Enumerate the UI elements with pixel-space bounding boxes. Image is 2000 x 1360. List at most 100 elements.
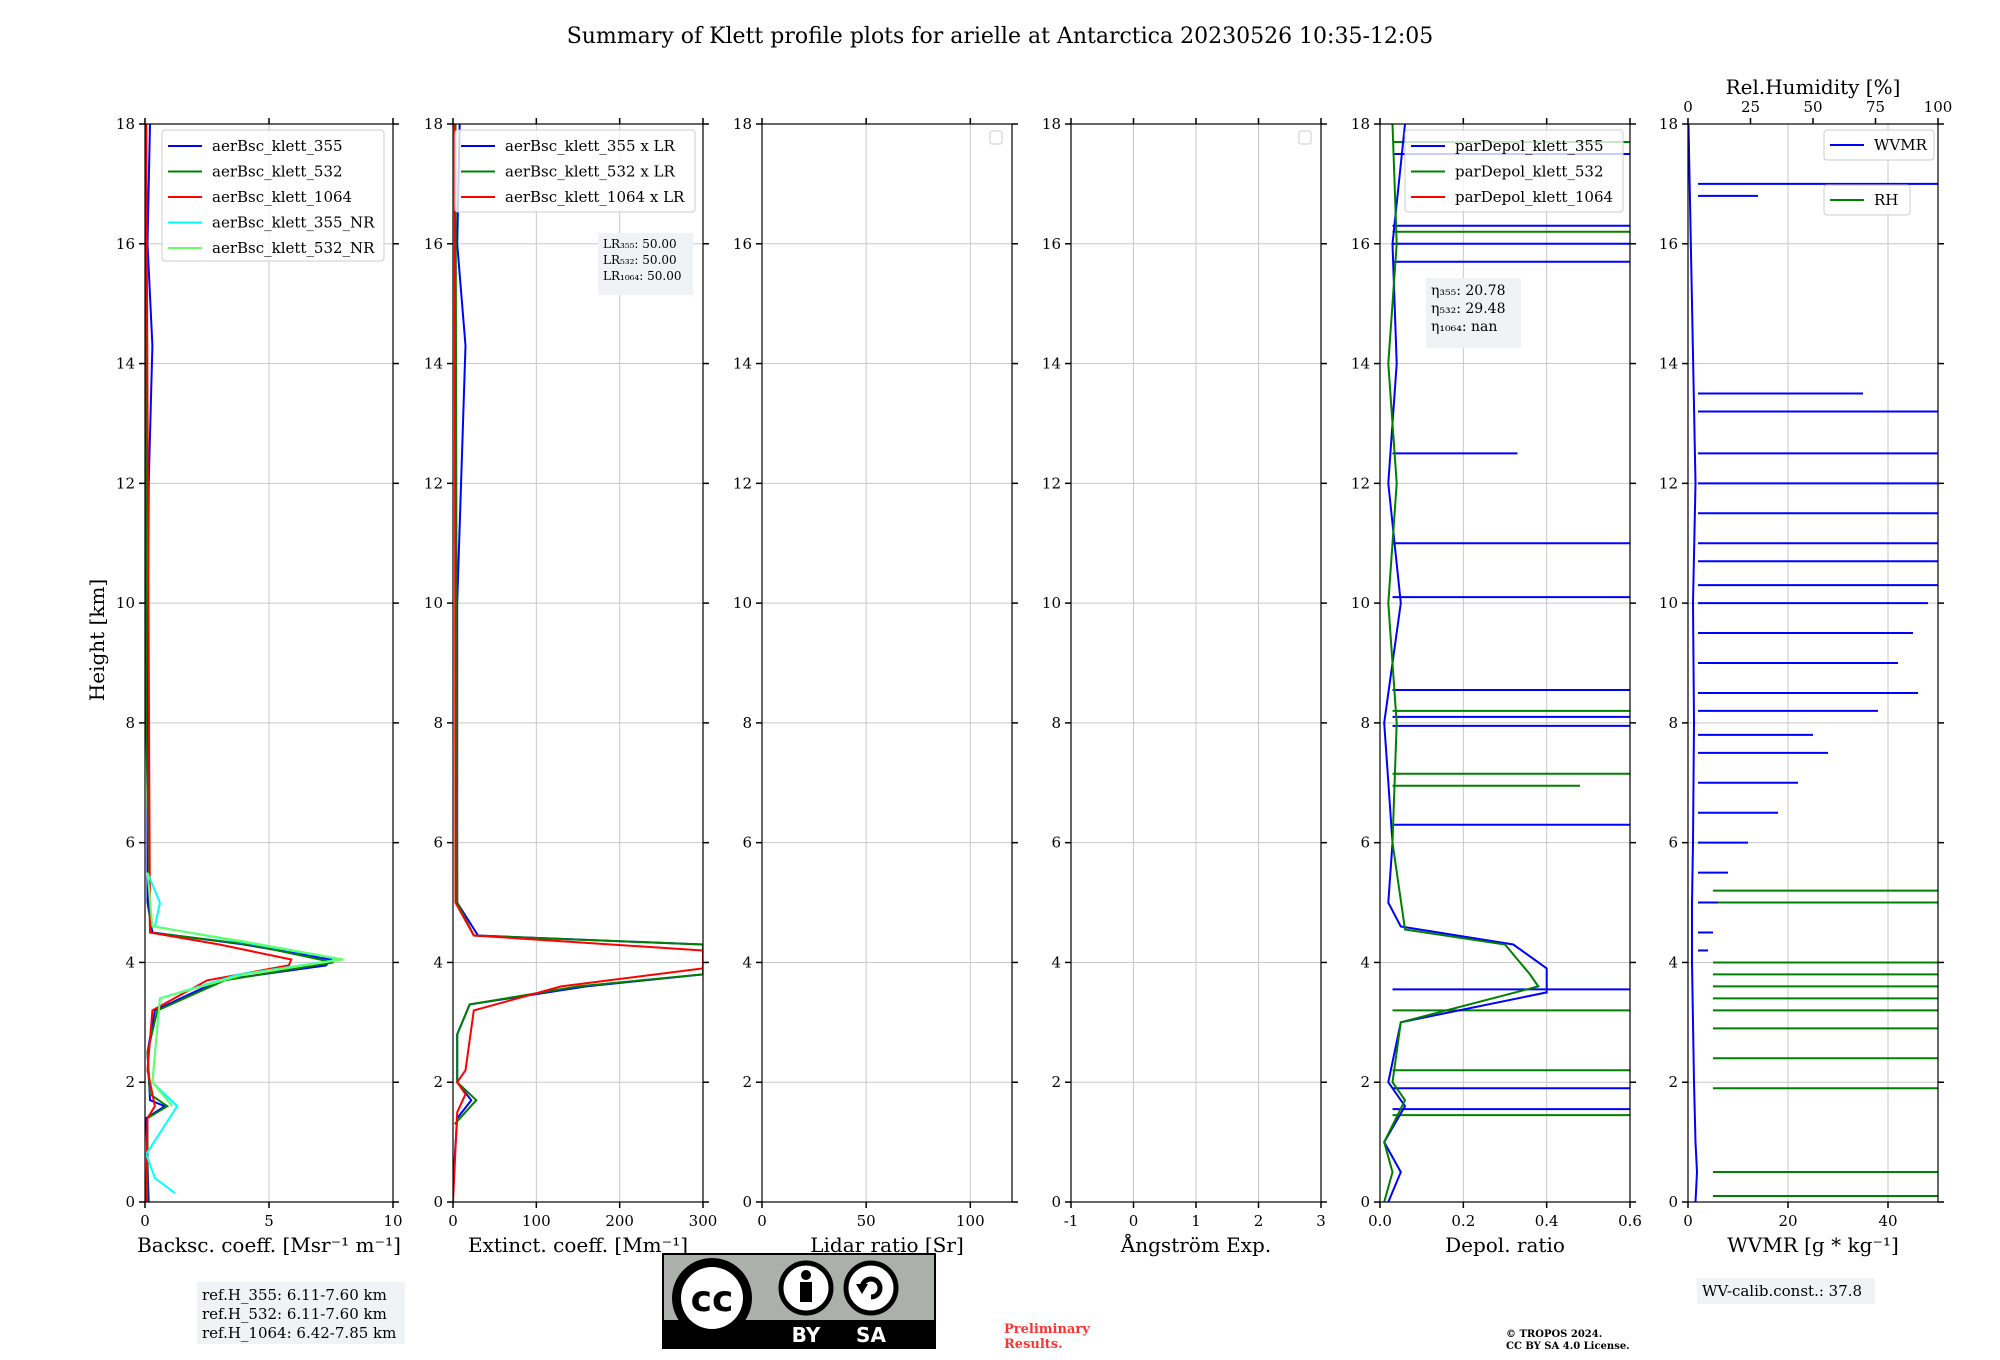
- y-tick-label: 8: [125, 714, 135, 732]
- y-tick-label: 10: [1351, 594, 1370, 612]
- x-tick-label: 1: [1191, 1212, 1201, 1230]
- x-axis-label: Depol. ratio: [1445, 1233, 1565, 1257]
- plot-data-wvmr: [1688, 124, 1938, 1202]
- y-tick-label: 14: [116, 355, 135, 373]
- y-tick-label: 8: [1051, 714, 1061, 732]
- y-tick-label: 14: [1659, 355, 1678, 373]
- legend-lidar_ratio: [989, 130, 1003, 145]
- info-box-line: η₅₃₂: 29.48: [1431, 301, 1505, 317]
- legend-label-parDepol_klett_1064: parDepol_klett_1064: [1455, 188, 1613, 206]
- x-tick-label: 5: [264, 1212, 274, 1230]
- legend-label-parDepol_klett_355: parDepol_klett_355: [1455, 137, 1604, 155]
- x-axis-label: Ångström Exp.: [1120, 1232, 1271, 1257]
- y-tick-label: 18: [424, 115, 443, 133]
- legend-angstrom: [1298, 130, 1312, 145]
- info-box-line: ref.H_532: 6.11-7.60 km: [202, 1305, 387, 1323]
- figure-title: Summary of Klett profile plots for ariel…: [567, 24, 1434, 49]
- y-tick-label: 6: [742, 834, 752, 852]
- cc-license-badge[interactable]: cc BY SA: [662, 1253, 936, 1349]
- x-tick-label: 0.4: [1535, 1212, 1559, 1230]
- series-line-parDepol_klett_532: [1383, 124, 1540, 1202]
- y-tick-label: 6: [1051, 834, 1061, 852]
- x-tick-label: 200: [605, 1212, 634, 1230]
- y-tick-label: 2: [125, 1073, 135, 1091]
- y-tick-label: 10: [424, 594, 443, 612]
- info-box-line: LR₃₅₅: 50.00: [603, 237, 677, 251]
- legend-depol: parDepol_klett_355 parDepol_klett_532 parD…: [1404, 129, 1624, 213]
- info-box-bg-extinction: [598, 233, 693, 295]
- y-tick-label: 12: [116, 474, 135, 492]
- panel-backscatter: 0 2 4 6 8 10 12 14 16 18 0 5 10 Backsc. coeff. [Msr⁻¹…: [116, 115, 405, 1344]
- series-line-aerBsc_klett_1064: [145, 124, 293, 1202]
- x-tick-label: 0.0: [1368, 1212, 1392, 1230]
- legend-label-parDepol_klett_532: parDepol_klett_532: [1455, 163, 1604, 181]
- legend-box: [1404, 129, 1624, 213]
- series-line-aerBsc_klett_532_NR: [146, 872, 344, 1107]
- y-tick-label: 18: [1042, 115, 1061, 133]
- y-tick-label: 18: [116, 115, 135, 133]
- preliminary-text-line1: Preliminary: [1004, 1322, 1090, 1337]
- y-tick-label: 16: [733, 235, 752, 253]
- legend-box: [1823, 184, 1911, 216]
- y-tick-label: 12: [733, 474, 752, 492]
- x-tick-label: 2: [1254, 1212, 1264, 1230]
- y-tick-label: 0: [1051, 1193, 1061, 1211]
- y-tick-label: 2: [742, 1073, 752, 1091]
- y-tick-label: 4: [1360, 953, 1370, 971]
- y-tick-label: 4: [1668, 953, 1678, 971]
- legend-label-aerBsc_klett_532_NR: aerBsc_klett_532_NR: [212, 239, 375, 257]
- top-axis-label: Rel.Humidity [%]: [1726, 75, 1901, 99]
- series-line-parDepol_klett_355: [1383, 124, 1548, 1202]
- series-line-WVMR: [1688, 124, 1699, 1202]
- info-box-line: LR₅₃₂: 50.00: [603, 253, 677, 267]
- x-tick-label: 100: [956, 1212, 985, 1230]
- x-tick-label: 40: [1878, 1212, 1897, 1230]
- legend-label-RH: RH: [1874, 191, 1898, 209]
- x-tick-label: 3: [1316, 1212, 1326, 1230]
- x-tick-label: -1: [1064, 1212, 1079, 1230]
- x-axis-label: Backsc. coeff. [Msr⁻¹ m⁻¹]: [137, 1233, 401, 1257]
- y-tick-label: 12: [1351, 474, 1370, 492]
- y-tick-label: 6: [1668, 834, 1678, 852]
- x-tick-label: 0: [448, 1212, 458, 1230]
- y-tick-label: 6: [1360, 834, 1370, 852]
- y-tick-label: 2: [1360, 1073, 1370, 1091]
- y-tick-label: 16: [1042, 235, 1061, 253]
- x-tick-label: 0: [1683, 1212, 1693, 1230]
- by-icon-head: [801, 1270, 811, 1280]
- y-tick-label: 14: [1351, 355, 1370, 373]
- y-tick-label: 0: [1668, 1193, 1678, 1211]
- y-tick-label: 14: [733, 355, 752, 373]
- x-axis-label: WVMR [g * kg⁻¹]: [1727, 1233, 1899, 1257]
- legend-label-aerBsc_klett_355_NR: aerBsc_klett_355_NR: [212, 214, 375, 232]
- series-line-aerBsc_klett_355_NR: [145, 872, 342, 1194]
- series-line-aerBsc_klett_355: [145, 124, 333, 1202]
- y-tick-label: 8: [1360, 714, 1370, 732]
- by-icon-body: [800, 1282, 812, 1302]
- y-tick-label: 12: [1042, 474, 1061, 492]
- y-tick-label: 4: [1051, 953, 1061, 971]
- y-tick-label: 16: [116, 235, 135, 253]
- y-tick-label: 10: [733, 594, 752, 612]
- x-tick-label: 0: [757, 1212, 767, 1230]
- plot-data-depol: [1383, 124, 1630, 1202]
- y-tick-label: 8: [433, 714, 443, 732]
- legend-extinction: aerBsc_klett_355 x LR aerBsc_klett_532 x …: [454, 129, 696, 213]
- y-tick-label: 16: [1659, 235, 1678, 253]
- y-tick-label: 18: [1351, 115, 1370, 133]
- info-box-line: ref.H_355: 6.11-7.60 km: [202, 1286, 387, 1304]
- legend-label-WVMR: WVMR: [1874, 136, 1928, 154]
- legend-empty-box: [989, 130, 1003, 145]
- info-box-bg-backscatter: [197, 1282, 405, 1344]
- legend-empty-box: [1298, 130, 1312, 145]
- legend-label-aerBsc_klett_532: aerBsc_klett_532: [212, 163, 343, 181]
- x-tick-label: 300: [689, 1212, 718, 1230]
- cc-circle-inner: [681, 1267, 743, 1329]
- top-tick-label: 100: [1924, 98, 1953, 116]
- plot-frame: [761, 123, 1013, 1203]
- plot-frame: [1379, 123, 1631, 1203]
- series-line-aerBsc_klett_1064 x LR: [453, 124, 703, 1202]
